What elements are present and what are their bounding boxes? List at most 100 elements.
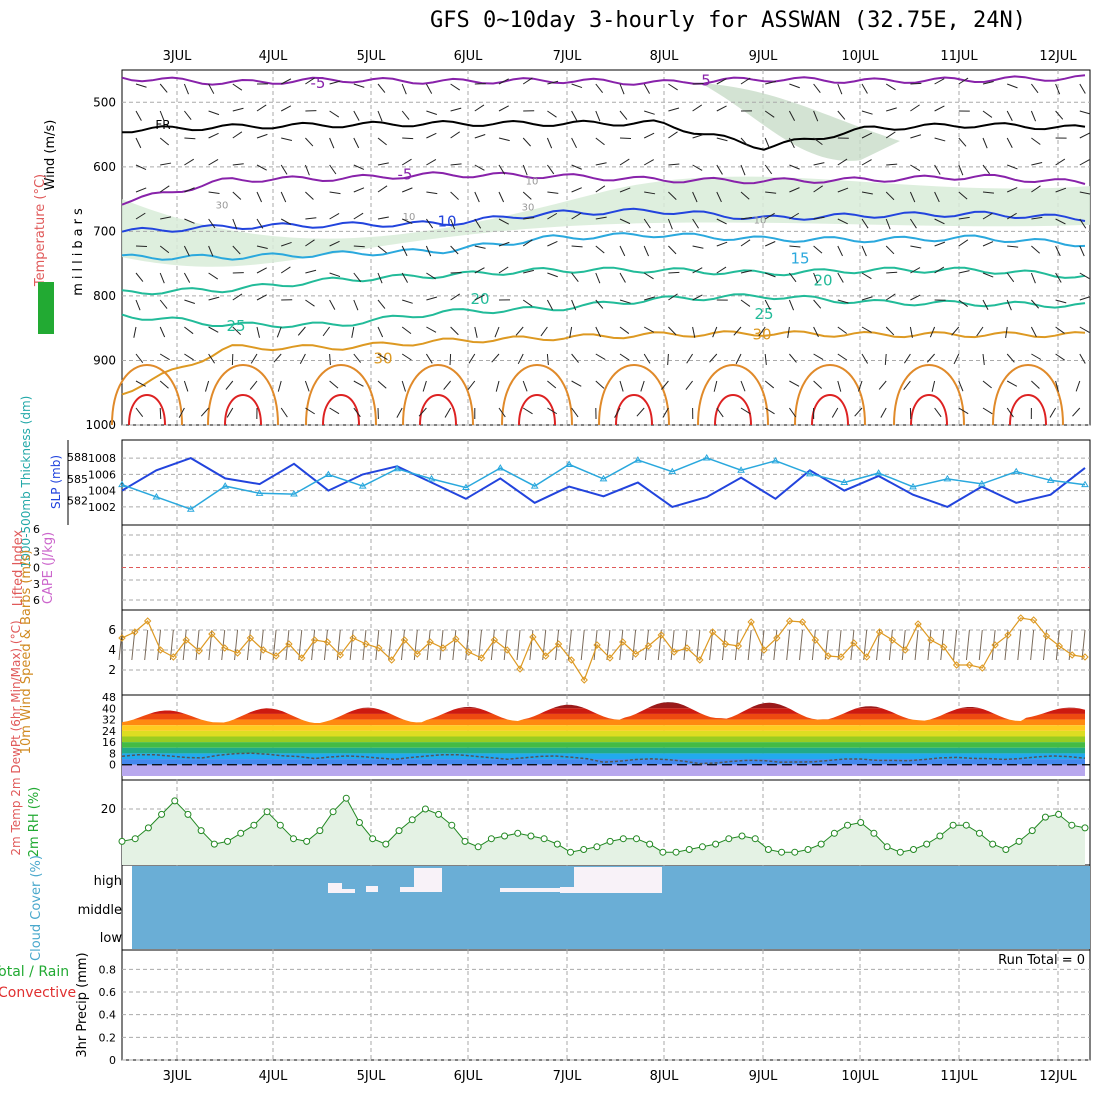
wind-barb [909, 218, 917, 229]
wind-barb [256, 326, 260, 338]
wind-barb [474, 294, 485, 301]
wind-barb [1031, 83, 1039, 94]
temp-tick-label: 24 [102, 725, 116, 738]
precip-tick-label: 0.6 [99, 986, 117, 999]
wind-barb [246, 629, 251, 661]
wind-barb [837, 83, 843, 95]
wind-barb [813, 137, 823, 145]
wind-barb [353, 212, 364, 220]
wind-barb [135, 245, 148, 248]
wind-barb [232, 293, 243, 301]
wind-barb [402, 137, 414, 140]
wind-marker [619, 638, 627, 646]
wind-barb [208, 218, 216, 229]
wind-barb [422, 380, 427, 392]
wind-barb [740, 137, 749, 147]
wind-barb [425, 218, 434, 229]
wind-barb [522, 191, 532, 200]
bottom-day-label: 12JUL [1039, 1069, 1077, 1084]
wind-barb [401, 245, 408, 257]
wind-barb [861, 110, 873, 115]
wind-marker [875, 628, 884, 636]
wind-barb [401, 158, 412, 166]
wind-barb [595, 185, 606, 193]
thickness-marker [771, 456, 780, 464]
wind-barb [878, 380, 887, 390]
rh-marker [764, 846, 772, 853]
wind-barb [811, 629, 816, 661]
wind-barb [305, 299, 315, 307]
wind-barb [668, 271, 680, 274]
wind-barb [764, 407, 775, 415]
wind-barb [232, 326, 242, 336]
wind-marker [721, 640, 730, 648]
wind-barb [311, 629, 316, 661]
wind-barb [914, 629, 919, 661]
top-day-label: 7JUL [553, 49, 583, 64]
rh-marker [408, 816, 416, 824]
wind-barb [958, 380, 964, 392]
hot-contour [615, 394, 653, 426]
temp-band [122, 742, 1085, 748]
rh-marker [870, 829, 878, 837]
rh-marker [910, 846, 918, 853]
wind-barb [813, 162, 825, 166]
wind-barb [1007, 245, 1019, 248]
wind-barb [595, 326, 601, 338]
wind-barb [259, 629, 264, 661]
wind-marker [1081, 653, 1089, 661]
wind-barb [934, 191, 940, 203]
wind-barb [982, 110, 993, 118]
wind-barb [765, 80, 776, 85]
upper-air-panel: 5006007008009001000-5FR-5101520253025203… [85, 71, 1091, 432]
wind-marker [567, 656, 576, 664]
wind-barb [135, 164, 147, 171]
rh-marker [224, 837, 232, 845]
wind-marker [503, 646, 511, 654]
wind-barb [377, 110, 383, 122]
wind-barb [465, 629, 470, 661]
hot-contour [1009, 394, 1047, 426]
wind-barb [474, 267, 485, 274]
wind-barb [305, 217, 317, 220]
slp-tick-label: 1006 [88, 468, 116, 481]
contour-label: 30 [752, 326, 771, 344]
wind-barb [474, 104, 485, 112]
wind-barb [951, 326, 960, 336]
wind-marker [837, 653, 845, 661]
contour-label: 10 [437, 213, 456, 231]
wind-barb [740, 407, 751, 415]
wind-barb [1031, 353, 1042, 360]
wind-barb [595, 216, 607, 220]
wind-barb [595, 299, 604, 309]
top-day-label: 5JUL [357, 49, 387, 64]
wind-barb [256, 294, 267, 301]
wind-barb [813, 299, 822, 309]
wind-barb [401, 218, 413, 224]
wind-barb [713, 380, 718, 392]
rh-marker [276, 821, 284, 829]
wind-barb [740, 239, 751, 247]
wind-barb [1006, 110, 1013, 121]
wind-barb [133, 326, 137, 338]
top-day-label: 4JUL [259, 49, 289, 64]
wind-barb [1079, 83, 1086, 94]
cloud-tick-label: middle [78, 903, 122, 918]
wind-barb [861, 353, 869, 364]
wind-barb [280, 266, 291, 274]
contour-line [121, 266, 1086, 296]
wind-barb [249, 380, 258, 390]
wind-barb [903, 353, 911, 364]
contour-label: 30 [522, 203, 535, 214]
wind-barb [885, 218, 891, 230]
wind-barb [571, 187, 582, 193]
wind-barb [692, 245, 704, 249]
wind-barb [670, 629, 675, 661]
contour-label: 25 [226, 317, 245, 335]
wind-barb [567, 629, 572, 661]
wind-barb [1055, 299, 1067, 304]
wind-barb [450, 218, 456, 230]
wind-marker [708, 628, 717, 636]
wind-barb [1055, 218, 1066, 225]
wind-barb [353, 83, 365, 88]
